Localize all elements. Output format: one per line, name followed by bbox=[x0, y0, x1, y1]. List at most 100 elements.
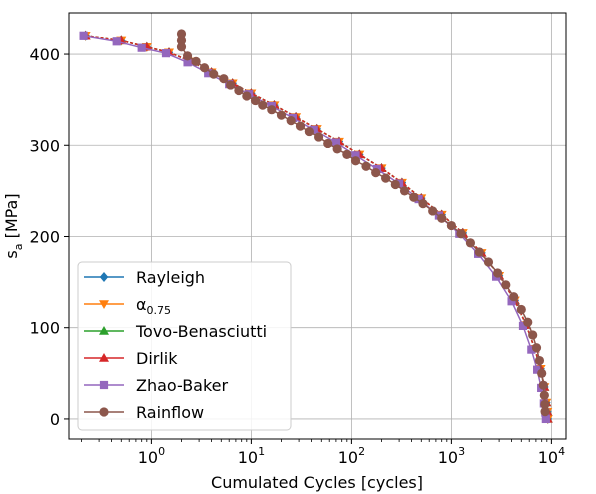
data-point bbox=[304, 126, 314, 137]
data-point bbox=[313, 132, 324, 142]
data-point bbox=[191, 56, 201, 66]
data-point bbox=[161, 49, 171, 58]
y-tick-label: 0 bbox=[50, 410, 60, 429]
data-point bbox=[295, 121, 306, 131]
data-point bbox=[381, 173, 391, 183]
x-tick-label: 101 bbox=[238, 445, 265, 467]
data-point bbox=[137, 43, 146, 52]
data-point bbox=[183, 58, 192, 67]
data-point bbox=[509, 292, 519, 302]
y-tick-label: 100 bbox=[29, 319, 60, 338]
y-axis-ticks: 0 100 200 300 400 bbox=[29, 45, 69, 429]
data-point bbox=[399, 186, 410, 196]
data-point bbox=[371, 168, 381, 178]
data-point bbox=[361, 161, 371, 171]
data-point bbox=[79, 31, 88, 40]
data-point bbox=[309, 125, 318, 134]
data-point bbox=[182, 51, 193, 61]
data-point bbox=[539, 390, 549, 400]
data-point bbox=[518, 321, 528, 330]
data-point bbox=[286, 116, 296, 126]
data-point bbox=[418, 199, 428, 209]
series-rainflow bbox=[176, 29, 550, 417]
data-point bbox=[258, 100, 268, 110]
data-point bbox=[99, 407, 109, 417]
data-point bbox=[428, 206, 438, 216]
data-point bbox=[531, 343, 542, 353]
y-tick-label: 300 bbox=[29, 136, 60, 155]
x-tick-label: 102 bbox=[338, 445, 365, 467]
legend-entry: Rayleigh bbox=[84, 268, 205, 287]
legend-label: Rainflow bbox=[136, 403, 204, 422]
data-point bbox=[437, 213, 447, 223]
data-point bbox=[523, 317, 533, 327]
plot-frame bbox=[68, 12, 567, 440]
legend-entry: α0.75 bbox=[84, 295, 171, 317]
legend-entry: Tovo-Benasciutti bbox=[84, 322, 267, 341]
data-point bbox=[99, 300, 109, 309]
data-point bbox=[226, 80, 236, 90]
data-point bbox=[112, 37, 121, 46]
data-point bbox=[342, 149, 352, 159]
data-point bbox=[538, 380, 548, 390]
data-point bbox=[540, 399, 550, 409]
data-point bbox=[351, 151, 360, 160]
data-point bbox=[465, 238, 476, 248]
x-tick-label: 103 bbox=[438, 445, 465, 467]
data-point bbox=[541, 414, 550, 424]
legend-frame bbox=[77, 261, 292, 431]
legend-label: Zhao-Baker bbox=[136, 376, 229, 395]
data-point bbox=[209, 69, 219, 79]
data-point bbox=[390, 179, 400, 190]
data-point bbox=[537, 368, 547, 378]
data-point bbox=[250, 95, 261, 106]
data-point bbox=[483, 257, 494, 267]
series-layer bbox=[79, 29, 553, 424]
y-axis-label: sa [MPa] bbox=[2, 193, 25, 258]
legend-label: Tovo-Benasciutti bbox=[135, 322, 267, 341]
data-point bbox=[456, 229, 466, 239]
data-point bbox=[501, 280, 511, 290]
legend-entry: Dirlik bbox=[84, 349, 178, 368]
data-point bbox=[99, 272, 109, 282]
data-point bbox=[474, 247, 484, 257]
x-tick-label: 104 bbox=[538, 445, 565, 467]
data-point bbox=[99, 380, 109, 390]
grid bbox=[69, 13, 566, 439]
legend-label: α0.75 bbox=[136, 295, 171, 317]
data-point bbox=[516, 304, 526, 315]
data-point bbox=[323, 138, 333, 149]
legend-entry: Zhao-Baker bbox=[84, 376, 229, 395]
data-point bbox=[507, 297, 516, 306]
data-point bbox=[528, 330, 538, 340]
x-axis-label: Cumulated Cycles [cycles] bbox=[211, 473, 423, 492]
data-point bbox=[99, 353, 109, 362]
legend-entry: Rainflow bbox=[84, 403, 204, 422]
data-point bbox=[199, 63, 210, 73]
data-point bbox=[176, 35, 187, 45]
data-point bbox=[534, 355, 545, 366]
legend: Rayleigh α0.75 Tovo-Benasciutti Dirlik Zhao-… bbox=[77, 261, 292, 431]
data-point bbox=[331, 138, 340, 147]
data-point bbox=[242, 91, 252, 101]
data-point bbox=[332, 144, 342, 154]
data-point bbox=[267, 105, 277, 115]
y-tick-label: 200 bbox=[29, 227, 60, 246]
data-point bbox=[350, 156, 361, 166]
data-point bbox=[540, 407, 550, 417]
y-tick-label: 400 bbox=[29, 45, 60, 64]
legend-label: Rayleigh bbox=[136, 268, 205, 287]
data-point bbox=[446, 220, 456, 231]
data-point bbox=[176, 42, 187, 52]
legend-label: Dirlik bbox=[136, 349, 178, 368]
data-point bbox=[414, 194, 423, 204]
data-point bbox=[234, 85, 244, 96]
x-axis-ticks: 100 101 102 103 104 bbox=[81, 439, 565, 467]
x-tick-label: 100 bbox=[138, 445, 165, 467]
data-point bbox=[276, 110, 287, 120]
data-point bbox=[99, 326, 109, 335]
data-point bbox=[527, 345, 536, 354]
data-point bbox=[533, 365, 542, 374]
data-point bbox=[493, 268, 503, 278]
